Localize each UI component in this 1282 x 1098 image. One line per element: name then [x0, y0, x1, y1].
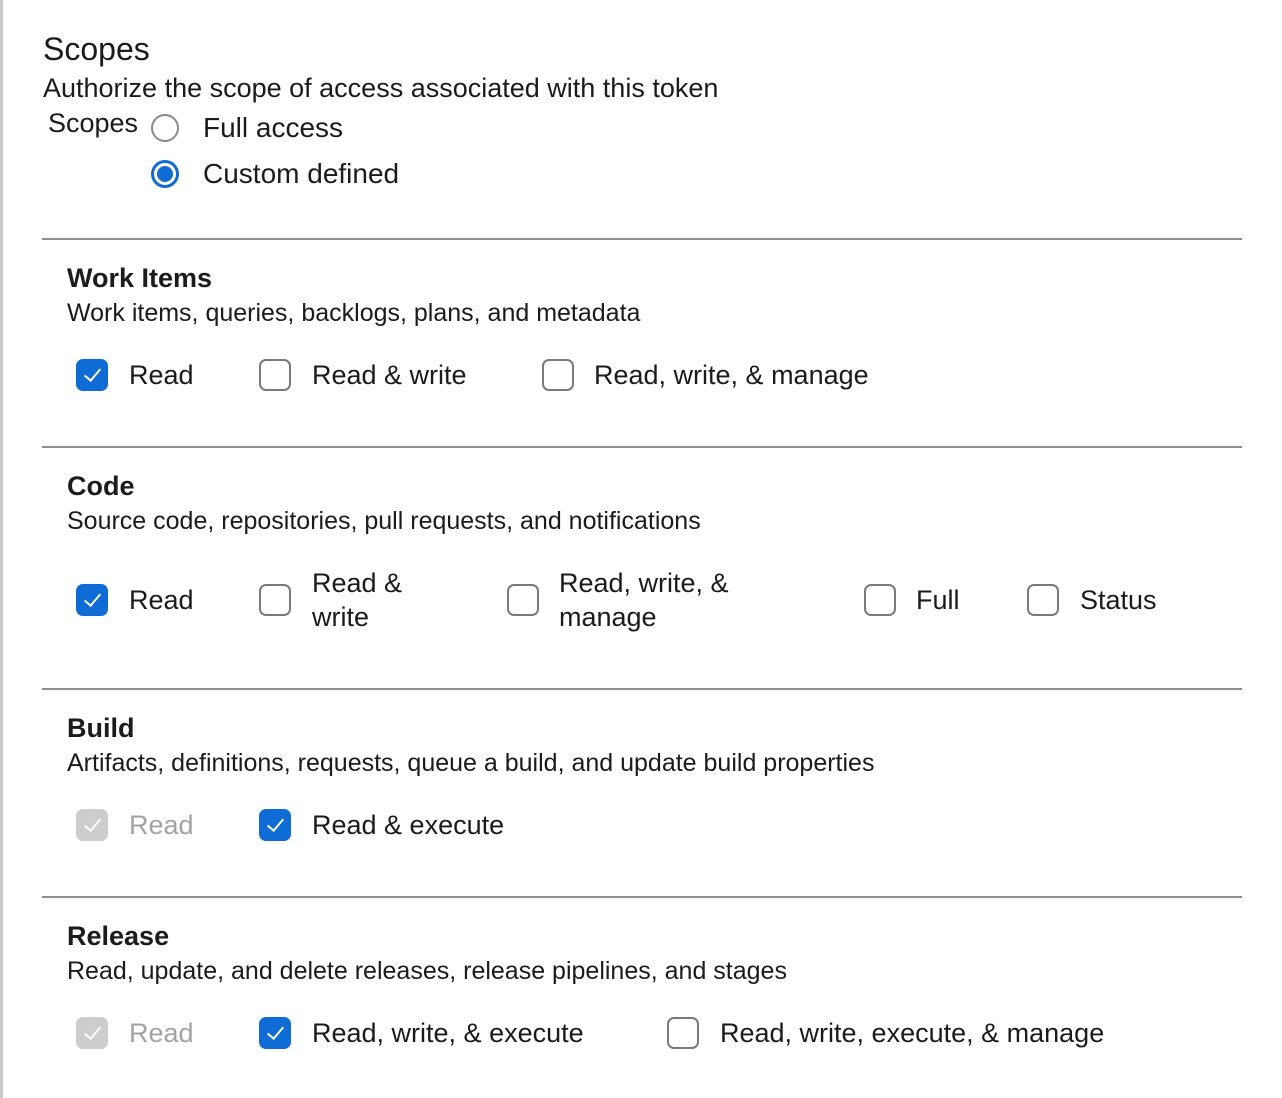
checkbox	[76, 1017, 108, 1049]
checkbox-label: Read	[129, 810, 194, 840]
checkbox-label[interactable]: Read & write	[312, 360, 467, 390]
radio-button[interactable]	[151, 160, 179, 188]
checkbox[interactable]	[667, 1017, 699, 1049]
section-description: Source code, repositories, pull requests…	[67, 507, 701, 535]
radio-label[interactable]: Full access	[203, 112, 344, 143]
section-divider	[42, 688, 1242, 690]
checkbox-label[interactable]: Full	[916, 585, 960, 615]
checkbox[interactable]	[1027, 584, 1059, 616]
section-description: Work items, queries, backlogs, plans, an…	[67, 299, 641, 327]
checkbox[interactable]	[259, 1017, 291, 1049]
page-title: Scopes	[43, 31, 150, 67]
checkbox[interactable]	[259, 809, 291, 841]
checkbox[interactable]	[542, 359, 574, 391]
checkbox[interactable]	[76, 584, 108, 616]
left-border	[0, 0, 3, 1098]
checkbox-label[interactable]: Read	[129, 360, 194, 390]
checkbox-label: Read	[129, 1018, 194, 1048]
radio-button[interactable]	[151, 114, 179, 142]
checkbox[interactable]	[864, 584, 896, 616]
checkbox-label[interactable]: Read, write, & manage	[559, 568, 729, 632]
checkbox-label[interactable]: Read & execute	[312, 810, 505, 840]
checkbox	[76, 809, 108, 841]
section-divider	[42, 896, 1242, 898]
checkbox[interactable]	[76, 359, 108, 391]
section-title: Code	[67, 471, 135, 501]
checkbox[interactable]	[259, 584, 291, 616]
section-divider	[42, 238, 1242, 240]
section-description: Read, update, and delete releases, relea…	[67, 957, 787, 985]
checkbox-label[interactable]: Status	[1080, 585, 1157, 615]
checkbox-label[interactable]: Read, write, execute, & manage	[720, 1018, 1105, 1048]
checkbox[interactable]	[507, 584, 539, 616]
checkbox-label[interactable]: Read & write	[312, 568, 403, 632]
checkbox[interactable]	[259, 359, 291, 391]
page-subtitle: Authorize the scope of access associated…	[43, 73, 719, 103]
section-title: Work Items	[67, 263, 213, 293]
section-divider	[42, 446, 1242, 448]
section-title: Release	[67, 921, 170, 951]
radio-label[interactable]: Custom defined	[203, 158, 400, 189]
checkbox-label[interactable]: Read	[129, 585, 194, 615]
section-description: Artifacts, definitions, requests, queue …	[67, 749, 875, 777]
scopes-label: Scopes	[48, 108, 139, 138]
checkbox-label[interactable]: Read, write, & execute	[312, 1018, 584, 1048]
section-title: Build	[67, 713, 135, 743]
checkbox-label[interactable]: Read, write, & manage	[594, 360, 869, 390]
